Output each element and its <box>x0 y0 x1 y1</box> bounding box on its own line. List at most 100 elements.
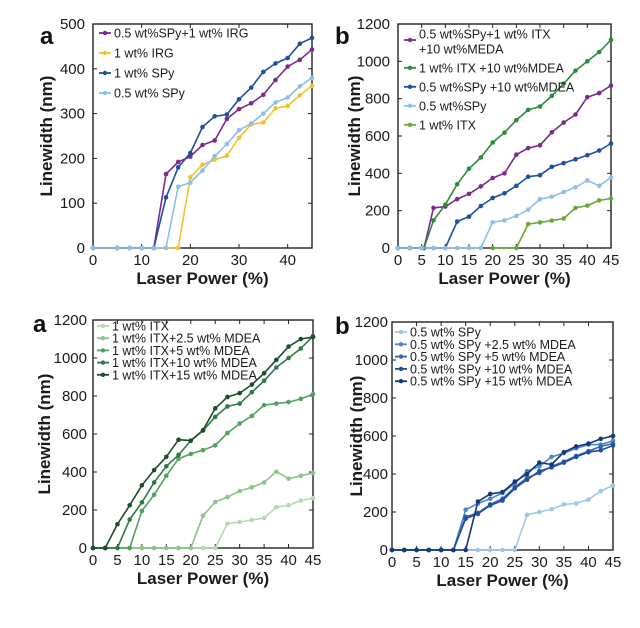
data-point <box>274 469 279 474</box>
data-point <box>261 480 267 485</box>
legend-label: 1 wt% ITX <box>419 118 477 132</box>
data-point <box>463 547 468 553</box>
data-point <box>310 470 316 476</box>
data-point <box>248 121 254 126</box>
data-point <box>514 245 519 251</box>
legend: 0.5 wt%SPy+1 wt% IRG 1 wt% IRG 1 wt% SPy 0.… <box>99 27 248 101</box>
data-point <box>573 501 579 506</box>
legend-marker-dot <box>100 323 106 329</box>
data-point <box>151 245 157 251</box>
plot-frame <box>92 23 313 249</box>
data-point <box>596 49 602 55</box>
chart-panel-top-right: 0 5 10 15 20 25 30 35 40 45020040060080010001200L… <box>335 16 619 288</box>
data-point <box>163 195 169 200</box>
x-tick-label: 10 <box>133 252 150 269</box>
data-point <box>463 516 468 521</box>
data-point <box>127 245 132 251</box>
data-point <box>200 168 205 173</box>
data-point <box>475 547 481 553</box>
legend-label: 1 wt% IRG <box>114 47 174 61</box>
legend-label: 1 wt% ITX+10 wt% MDEA <box>112 356 257 370</box>
data-point <box>261 120 266 125</box>
data-point <box>286 476 291 481</box>
data-point <box>525 107 531 113</box>
data-point <box>586 449 591 455</box>
panel-label: a <box>40 23 54 50</box>
data-point <box>175 165 181 170</box>
y-tick-label: 200 <box>363 504 388 521</box>
data-point <box>212 414 218 420</box>
legend-item: 1 wt% ITX <box>404 118 477 132</box>
data-point <box>286 399 291 405</box>
data-point <box>212 153 217 159</box>
legend-marker-dot <box>100 336 106 341</box>
data-point <box>431 218 436 223</box>
data-point <box>236 135 242 141</box>
y-tick-label: 800 <box>363 390 388 407</box>
data-point <box>298 396 304 402</box>
legend-label: 0.5 wt%SPy +10 wt%MDEA <box>419 80 575 94</box>
data-point <box>610 483 616 488</box>
x-tick-label: 25 <box>508 252 525 269</box>
data-point <box>261 515 267 521</box>
series-2 <box>90 391 316 551</box>
data-point <box>512 479 518 484</box>
data-point <box>598 436 604 442</box>
data-point <box>127 517 132 522</box>
x-tick-label: 5 <box>417 252 425 269</box>
legend-marker-dot <box>102 90 108 96</box>
data-point <box>115 521 120 527</box>
y-tick-label: 800 <box>62 388 87 405</box>
data-point <box>596 183 602 189</box>
data-point <box>261 69 266 75</box>
data-point <box>139 508 145 514</box>
data-point <box>454 245 460 251</box>
series-1 <box>90 83 315 251</box>
data-point <box>561 81 566 87</box>
legend-item: 0.5 wt% SPy +5 wt% MDEA <box>395 350 566 364</box>
data-point <box>188 174 193 180</box>
x-tick-label: 40 <box>280 552 297 569</box>
legend-label: 0.5 wt% SPy <box>410 326 482 340</box>
data-point <box>151 467 157 473</box>
data-point <box>298 346 304 351</box>
legend-item: 1 wt% IRG <box>99 47 174 61</box>
series-line <box>93 393 314 549</box>
data-point <box>273 77 278 83</box>
legend-marker-dot <box>102 30 108 36</box>
data-point <box>475 511 481 517</box>
data-point <box>549 462 554 467</box>
data-point <box>549 218 555 223</box>
data-point <box>309 47 315 52</box>
x-tick-label: 15 <box>158 552 175 569</box>
data-point <box>273 100 278 105</box>
data-point <box>586 497 591 502</box>
y-axis-title: Linewidth (nm) <box>37 76 56 197</box>
chart-panel-bottom-right: 0 5 10 15 20 25 30 35 40 45020040060080010001200L… <box>335 313 621 590</box>
data-point <box>438 547 444 553</box>
data-point <box>248 100 254 106</box>
x-tick-label: 30 <box>231 552 248 569</box>
data-point <box>274 365 279 370</box>
data-point <box>248 85 254 90</box>
data-point <box>286 344 291 349</box>
data-point <box>164 473 169 479</box>
y-tick-label: 400 <box>60 61 85 78</box>
y-axis-title: Linewidth (nm) <box>35 374 54 495</box>
y-tick-label: 400 <box>62 464 87 481</box>
x-tick-label: 0 <box>388 554 396 571</box>
data-point <box>298 498 304 503</box>
series-4 <box>389 433 616 553</box>
y-tick-label: 0 <box>380 542 388 559</box>
data-point <box>537 104 543 109</box>
y-tick-label: 100 <box>60 195 85 212</box>
data-point <box>309 75 315 81</box>
legend-item: 0.5 wt%SPy+1 wt% IRG <box>99 27 248 41</box>
data-point <box>585 59 590 64</box>
data-point <box>309 35 315 41</box>
legend-item: 0.5 wt% SPy <box>395 326 482 340</box>
data-point <box>561 189 566 195</box>
legend-label: 0.5 wt% SPy +5 wt% MDEA <box>410 350 566 364</box>
data-point <box>274 504 279 510</box>
